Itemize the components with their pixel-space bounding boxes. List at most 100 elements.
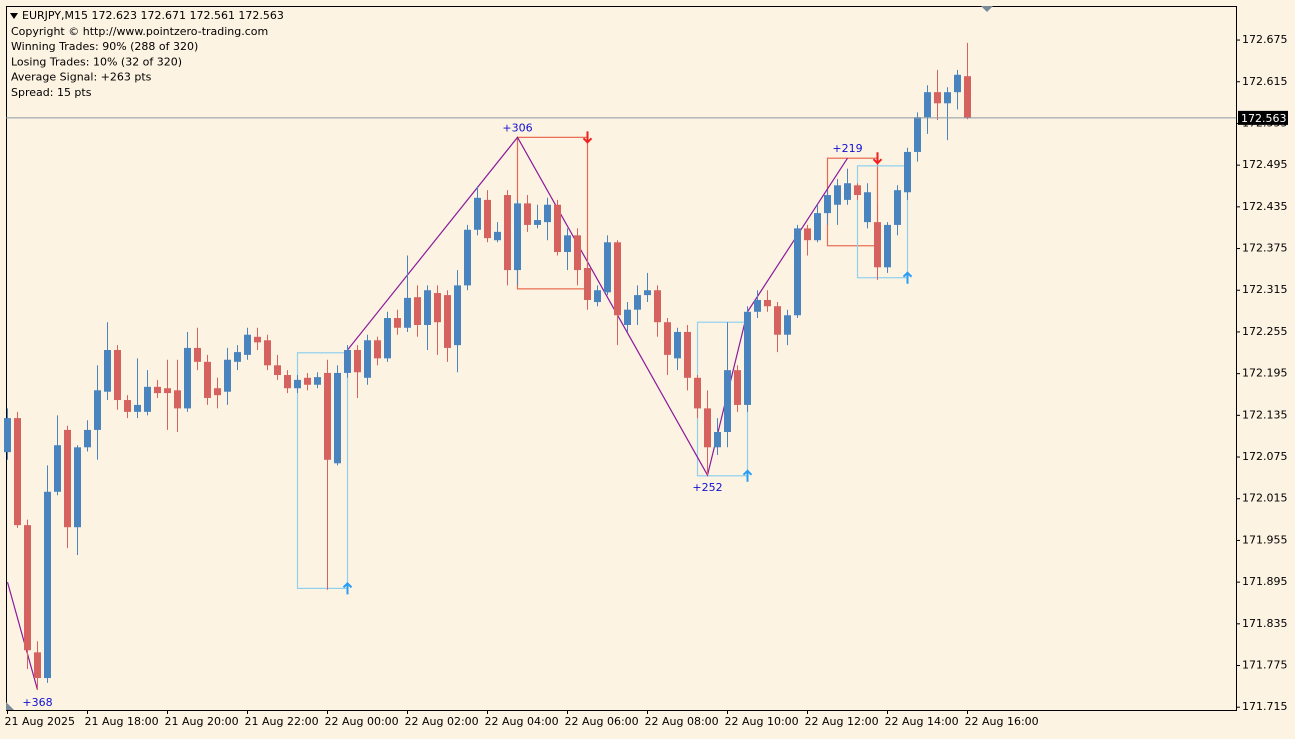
candle-body: [404, 297, 411, 328]
candle-body: [864, 192, 871, 223]
candle-body: [824, 195, 831, 214]
candle-body: [34, 652, 41, 679]
info-line: Winning Trades: 90% (288 of 320): [11, 40, 198, 53]
candle-body: [334, 372, 341, 464]
candle-body: [4, 418, 11, 453]
candle-body: [84, 429, 91, 448]
candle-body: [784, 315, 791, 335]
candle-body: [294, 379, 301, 389]
plot-frame: [6, 6, 1237, 711]
symbol-menu[interactable]: [10, 13, 18, 19]
candle-body: [214, 388, 221, 396]
candle-body: [514, 203, 521, 271]
y-tick-label: 171.715: [1242, 700, 1288, 713]
candle-body: [14, 418, 21, 526]
candle-body: [504, 195, 511, 271]
candle-body: [624, 309, 631, 325]
candle-body: [264, 340, 271, 366]
candle-body: [654, 290, 661, 323]
candle-body: [274, 365, 281, 376]
candle-body: [604, 242, 611, 293]
candle-body: [924, 92, 931, 118]
y-tick-label: 172.675: [1242, 33, 1288, 46]
candle-body: [64, 429, 71, 528]
candle-body: [564, 235, 571, 253]
candle-body: [534, 220, 541, 225]
candle-body: [524, 203, 531, 225]
candle-body: [384, 318, 391, 359]
signal-arrow: [742, 469, 753, 482]
bid-label: 172.563: [1241, 112, 1287, 125]
candle-body: [744, 311, 751, 405]
corner-marker: [6, 702, 14, 710]
candle-body: [244, 334, 251, 355]
candle-body: [234, 352, 241, 362]
candle-body: [944, 92, 951, 104]
candle-body: [354, 350, 361, 373]
info-line: Losing Trades: 10% (32 of 320): [11, 55, 182, 68]
x-tick-label: 22 Aug 16:00: [965, 715, 1039, 728]
y-tick-label: 171.835: [1242, 617, 1288, 630]
candle-body: [894, 190, 901, 225]
signal-box: [856, 165, 909, 279]
info-line: Average Signal: +263 pts: [11, 71, 152, 84]
candle-body: [554, 204, 561, 253]
x-tick-label: 22 Aug 06:00: [565, 715, 639, 728]
candle-body: [934, 92, 941, 104]
x-tick-label: 22 Aug 04:00: [485, 715, 559, 728]
candle-body: [124, 400, 131, 412]
candle-body: [184, 347, 191, 409]
y-tick-label: 172.495: [1242, 158, 1288, 171]
signal-arrow: [342, 581, 353, 595]
candle-body: [374, 340, 381, 359]
x-tick-label: 22 Aug 10:00: [725, 715, 799, 728]
candle-body: [434, 293, 441, 323]
candle-body: [204, 361, 211, 398]
y-tick-label: 172.255: [1242, 325, 1288, 338]
signal-box: [296, 352, 349, 589]
candle-body: [424, 290, 431, 325]
x-tick-label: 21 Aug 18:00: [85, 715, 159, 728]
candle-body: [194, 347, 201, 362]
x-tick-label: 21 Aug 2025: [5, 715, 75, 728]
candle-body: [594, 290, 601, 303]
y-tick-label: 172.015: [1242, 492, 1288, 505]
candle-body: [964, 76, 971, 118]
y-tick-label: 171.775: [1242, 659, 1288, 672]
info-line: Copyright © http://www.pointzero-trading…: [11, 25, 268, 38]
signal-label: +252: [692, 481, 722, 494]
candle-body: [364, 340, 371, 378]
signal-label: +368: [22, 696, 52, 709]
candle-body: [724, 370, 731, 433]
y-tick-label: 172.135: [1242, 408, 1288, 421]
candle-body: [314, 377, 321, 385]
candle-body: [454, 285, 461, 346]
candle-body: [444, 295, 451, 348]
y-tick-label: 172.315: [1242, 283, 1288, 296]
candle-body: [304, 377, 311, 385]
chart-title: EURJPY,M15 172.623 172.671 172.561 172.5…: [22, 9, 284, 22]
x-tick-label: 22 Aug 08:00: [645, 715, 719, 728]
y-tick-label: 171.955: [1242, 533, 1288, 546]
candle-body: [684, 331, 691, 378]
candle-body: [664, 322, 671, 355]
candle-body: [164, 388, 171, 394]
y-tick-label: 172.375: [1242, 242, 1288, 255]
candle-body: [694, 377, 701, 409]
candle-body: [254, 336, 261, 343]
info-panel: Copyright © http://www.pointzero-trading…: [11, 25, 268, 99]
shift-marker: [981, 6, 993, 12]
candle-body: [874, 222, 881, 268]
candle-body: [674, 331, 681, 359]
candle-body: [134, 404, 141, 412]
candle-body: [634, 295, 641, 310]
candle-body: [484, 199, 491, 239]
candle-body: [954, 74, 961, 93]
candle-body: [44, 491, 51, 679]
candle-body: [494, 231, 501, 241]
candle-body: [414, 297, 421, 325]
candle-body: [74, 447, 81, 528]
signal-arrow: [872, 152, 883, 165]
x-tick-label: 22 Aug 00:00: [325, 715, 399, 728]
